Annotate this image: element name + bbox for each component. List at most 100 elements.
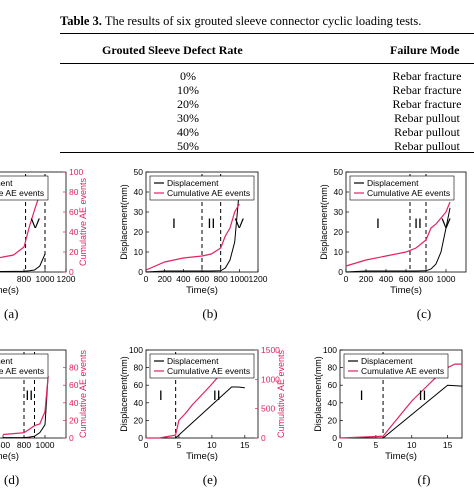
y-tick-label: 60 — [328, 380, 338, 390]
table-top-rule — [60, 33, 474, 34]
failure-mode-cell: Rebar pullout — [394, 125, 460, 139]
phase-label: I — [376, 215, 380, 231]
y-right-tick-label: 20 — [69, 415, 79, 425]
phase-label: I — [172, 215, 176, 231]
chart-panel-f: 0 5 10 15 Time(s) 0 20 40 60 80 100Displacement(mm… — [313, 345, 463, 462]
legend-label-displacement: Displacement — [0, 356, 13, 366]
phase-label: V — [31, 215, 41, 231]
x-tick-label: 15 — [240, 440, 250, 450]
x-tick-label: 5 — [177, 440, 182, 450]
x-tick-label: 1200 — [57, 274, 76, 284]
legend-label-ae: Cumulative AE events — [367, 188, 450, 198]
y-right-tick-label: 60 — [69, 207, 79, 217]
table-row: 0% Rebar fracture — [60, 69, 474, 83]
x-axis-label: Time(s) — [0, 451, 19, 462]
y-right-tick-label: 1000 — [261, 374, 280, 384]
failure-mode-cell: Rebar fracture — [392, 83, 462, 97]
x-tick-label: 400 — [176, 274, 190, 284]
y-tick-label: 80 — [328, 363, 338, 373]
table-row: 30% Rebar pullout — [60, 111, 474, 125]
legend-label-ae: Cumulative AE events — [0, 366, 44, 376]
legend-label-displacement: Displacement — [367, 178, 419, 188]
y-tick-label: 30 — [334, 207, 344, 217]
legend-box — [0, 353, 49, 379]
panel-label: (c) — [417, 306, 431, 321]
x-tick-label: 10 — [407, 440, 417, 450]
y-tick-label: 10 — [334, 247, 344, 257]
y-right-tick-label: 0 — [69, 267, 74, 277]
x-tick-label: 800 — [17, 440, 31, 450]
y-tick-label: 40 — [134, 187, 144, 197]
x-axis-label: Time(s) — [0, 285, 19, 296]
phase-label: II — [414, 215, 422, 231]
ae-series-line — [2, 376, 49, 436]
failure-mode-cell: Rebar pullout — [394, 139, 460, 153]
y-tick-label: 50 — [334, 167, 344, 177]
chart-panel-a: 80010001200Time(s)020406080100Cumulative… — [0, 167, 88, 296]
legend-box — [149, 175, 255, 201]
chart-panel-c: 0 200 400 600 800 1000 Time(s) 0 10 20 30 40 50 Displ… — [319, 167, 467, 296]
x-tick-label: 200 — [158, 274, 172, 284]
table-header-rule — [60, 63, 474, 64]
y-right-tick-label: 0 — [261, 433, 266, 443]
displacement-series-line — [146, 386, 245, 439]
defect-rate-cell: 40% — [177, 125, 199, 139]
x-tick-label: 15 — [443, 440, 453, 450]
x-tick-label: 0 — [344, 274, 349, 284]
defect-rate-cell: 30% — [177, 111, 199, 125]
y-tick-label: 40 — [134, 398, 144, 408]
legend-box — [149, 353, 255, 379]
y-tick-label: 30 — [134, 207, 144, 217]
y-right-tick-label: 40 — [69, 398, 79, 408]
x-tick-label: 1200 — [249, 274, 268, 284]
displacement-series-line — [0, 253, 46, 272]
plot-frame — [145, 349, 259, 439]
failure-mode-cell: Rebar fracture — [392, 69, 462, 83]
displacement-series-line — [145, 189, 240, 273]
y-right-axis-label: Cumulative AE events — [78, 177, 88, 266]
x-tick-label: 1000 — [437, 274, 456, 284]
chart-panel-e: 0 5 10 15 Time(s) 0 20 40 60 80 100Displacement(mm… — [119, 345, 286, 462]
ae-series-line — [145, 203, 240, 271]
y-tick-label: 0 — [138, 433, 143, 443]
table-row: 50% Rebar pullout — [60, 139, 474, 153]
table-label: Table 3. — [60, 14, 102, 28]
y-tick-label: 0 — [332, 433, 337, 443]
x-tick-label: 400 — [379, 274, 393, 284]
table-row: 10% Rebar fracture — [60, 83, 474, 97]
legend-box — [343, 353, 449, 379]
panel-label: (f) — [418, 472, 431, 487]
legend-label-ae: Cumulative AE events — [0, 188, 44, 198]
y-tick-label: 50 — [134, 167, 144, 177]
displacement-series-line — [345, 207, 451, 273]
defect-rate-cell: 0% — [180, 69, 196, 83]
y-right-tick-label: 100 — [69, 167, 83, 177]
y-tick-label: 40 — [328, 398, 338, 408]
header-defect-rate: Grouted Sleeve Defect Rate — [102, 43, 243, 57]
phase-label: V — [441, 215, 451, 231]
legend-label-displacement: Displacement — [0, 178, 13, 188]
y-right-tick-label: 1500 — [261, 345, 280, 355]
displacement-series-line — [3, 376, 49, 439]
x-axis-label: Time(s) — [186, 285, 218, 296]
x-tick-label: 0 — [338, 440, 343, 450]
table-bottom-rule — [60, 152, 474, 153]
x-tick-label: 0 — [144, 274, 149, 284]
y-tick-label: 100 — [323, 345, 337, 355]
ae-series-line — [0, 181, 46, 259]
phase-label: II — [419, 387, 427, 403]
y-tick-label: 60 — [134, 380, 144, 390]
header-failure-mode: Failure Mode — [390, 43, 460, 57]
legend-box — [0, 175, 49, 201]
y-axis-label: Displacement(mm) — [119, 184, 129, 260]
x-tick-label: 200 — [359, 274, 373, 284]
panel-label: (a) — [4, 306, 18, 321]
failure-mode-cell: Rebar pullout — [394, 111, 460, 125]
table-row: 20% Rebar fracture — [60, 97, 474, 111]
phase-label: I — [159, 387, 163, 403]
legend-label-ae: Cumulative AE events — [167, 188, 250, 198]
x-tick-label: 1000 — [36, 274, 55, 284]
table-row: 40% Rebar pullout — [60, 125, 474, 139]
x-tick-label: 800 — [214, 274, 228, 284]
